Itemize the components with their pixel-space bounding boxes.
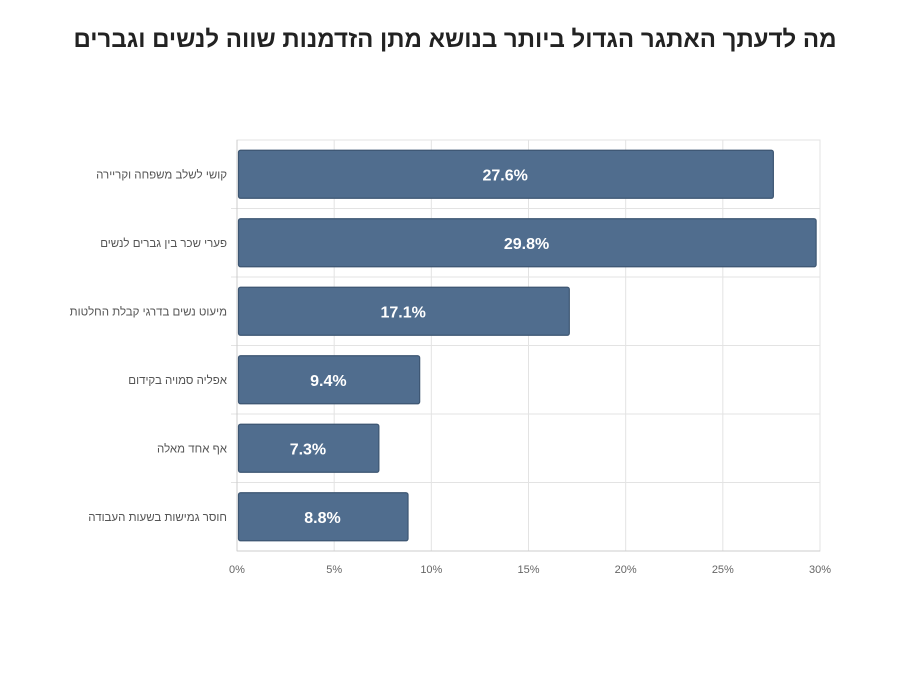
bar [237,492,409,542]
data-label: 27.6% [482,167,527,184]
category-label: חוסר גמישות בשעות העבודה [88,512,227,524]
x-tick-label: 30% [809,564,831,576]
category-label: אפליה סמויה בקידום [128,374,227,387]
chart-title: מה לדעתך האתגר הגדול ביותר בנושא מתן הזד… [73,26,837,53]
x-tick-label: 25% [712,564,734,576]
category-label: אף אחד מאלה [157,442,228,455]
bar [237,218,817,268]
category-label: פערי שכר בין גברים לנשים [100,237,227,250]
data-label: 7.3% [290,441,326,458]
data-label: 17.1% [380,304,425,321]
category-label: מיעוט נשים בדרגי קבלת החלטות [70,305,227,318]
category-label: קושי לשלב משפחה וקריירה [96,168,227,181]
bar [237,286,570,336]
data-label: 8.8% [304,510,340,527]
bar [237,149,774,199]
bar [237,355,421,405]
data-label: 29.8% [504,236,549,253]
x-tick-label: 20% [615,564,637,576]
data-label: 9.4% [310,373,346,390]
x-tick-label: 0% [229,564,245,576]
x-tick-label: 15% [517,564,539,576]
x-tick-label: 5% [326,564,342,576]
bar [237,423,380,473]
x-tick-label: 10% [420,564,442,576]
